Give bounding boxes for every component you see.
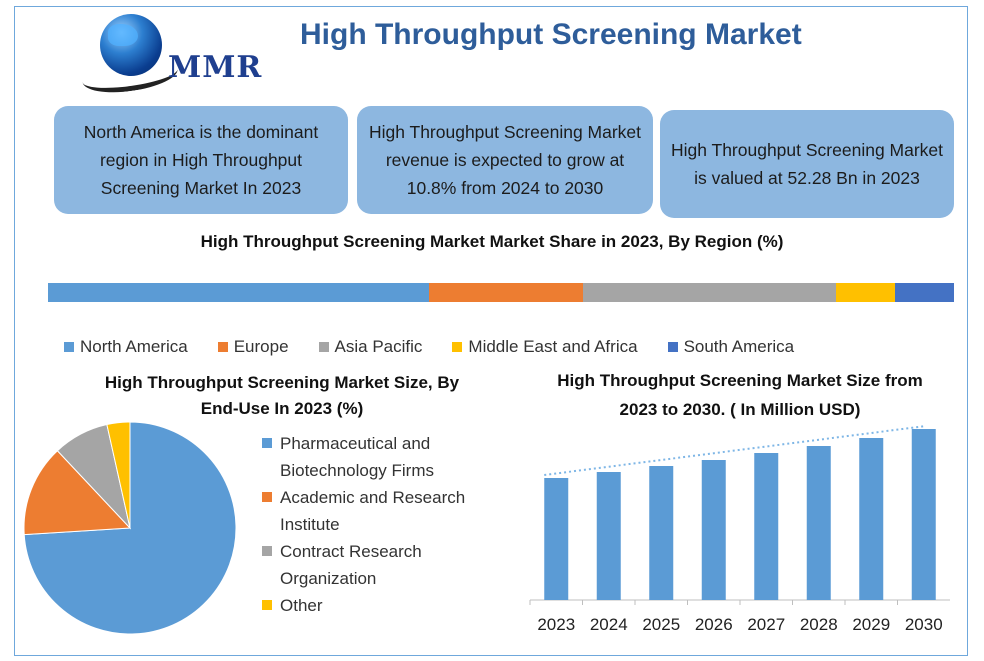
end-use-pie-chart — [23, 421, 237, 635]
pie-legend-label: Contract Research Organization — [280, 542, 422, 588]
page-title: High Throughput Screening Market — [300, 18, 802, 51]
x-tick-label: 2028 — [800, 615, 838, 634]
legend-swatch — [217, 342, 228, 352]
pie-legend-item-contract-research-organization: Contract Research Organization — [262, 538, 512, 592]
info-box-growth-rate: High Throughput Screening Market revenue… — [357, 106, 653, 214]
pie-legend-label: Academic and Research Institute — [280, 488, 466, 534]
legend-swatch — [262, 600, 272, 610]
bar-2030 — [911, 429, 936, 600]
share-segment-asia-pacific — [582, 283, 837, 302]
legend-item-middle-east-and-africa: Middle East and Africa — [452, 337, 638, 357]
bar-2029 — [859, 438, 884, 600]
swoosh-icon — [80, 53, 180, 98]
pie-legend-item-academic-and-research-institute: Academic and Research Institute — [262, 484, 512, 538]
legend-label: Asia Pacific — [334, 337, 423, 356]
region-share-title: High Throughput Screening Market Market … — [200, 232, 784, 251]
pie-legend-item-pharmaceutical-and-biotechnology-firms: Pharmaceutical and Biotechnology Firms — [262, 430, 512, 484]
pie-slice-academic-and-research-institute — [23, 450, 132, 536]
pie-legend-item-other: Other — [262, 592, 512, 619]
info-box-market-value: High Throughput Screening Market is valu… — [660, 110, 954, 218]
bar-2025 — [649, 466, 674, 600]
legend-label: South America — [683, 337, 795, 356]
market-size-bar-chart: 2023 2024 2025 2026 2027 2028 2029 2030 — [529, 425, 950, 634]
legend-swatch — [452, 342, 463, 352]
x-tick-label: 2024 — [590, 615, 628, 634]
pie-legend-label: Pharmaceutical and Biotechnology Firms — [280, 434, 435, 480]
bar-2026 — [701, 460, 726, 600]
infographic-frame — [14, 6, 968, 656]
legend-swatch — [64, 342, 74, 352]
share-segment-north-america — [48, 283, 429, 302]
end-use-legend: Pharmaceutical and Biotechnology Firms Ac… — [262, 430, 512, 619]
bar-2024 — [596, 472, 621, 600]
legend-item-south-america: South America — [667, 337, 795, 357]
mmr-logo: MMR — [80, 10, 270, 98]
legend-swatch — [262, 438, 272, 448]
globe-icon — [100, 14, 162, 76]
pie-legend-label: Other — [280, 596, 323, 615]
legend-swatch — [262, 492, 272, 502]
x-tick-label: 2026 — [695, 615, 733, 634]
market-size-bar-title: High Throughput Screening Market Size fr… — [557, 371, 923, 419]
region-share-bar — [48, 283, 954, 302]
bar-2027 — [754, 453, 779, 600]
pie-slice-other — [106, 421, 131, 529]
share-segment-south-america — [895, 283, 954, 302]
legend-item-europe: Europe — [217, 337, 289, 357]
logo-text: MMR — [168, 50, 263, 85]
bar-2028 — [806, 446, 831, 600]
x-tick-label: 2025 — [642, 615, 680, 634]
legend-item-north-america: North America — [64, 337, 188, 357]
x-tick-label: 2027 — [747, 615, 785, 634]
end-use-pie-title: High Throughput Screening Market Size, B… — [104, 373, 460, 418]
share-segment-europe — [428, 283, 583, 302]
x-tick-label: 2023 — [537, 615, 575, 634]
legend-label: Europe — [233, 337, 289, 356]
legend-swatch — [318, 342, 329, 352]
region-legend: North America Europe Asia Pacific Middle Ea… — [64, 337, 944, 357]
info-box-dominant-region: North America is the dominant region in … — [54, 106, 348, 214]
x-tick-label: 2029 — [852, 615, 890, 634]
legend-swatch — [667, 342, 678, 352]
trendline — [544, 425, 926, 476]
bar-2023 — [544, 478, 569, 600]
legend-item-asia-pacific: Asia Pacific — [318, 337, 423, 357]
legend-label: North America — [80, 337, 188, 356]
legend-swatch — [262, 546, 272, 556]
x-tick-label: 2030 — [905, 615, 943, 634]
globe-land-icon — [108, 24, 138, 46]
share-segment-middle-east-and-africa — [836, 283, 896, 302]
legend-label: Middle East and Africa — [468, 337, 638, 356]
